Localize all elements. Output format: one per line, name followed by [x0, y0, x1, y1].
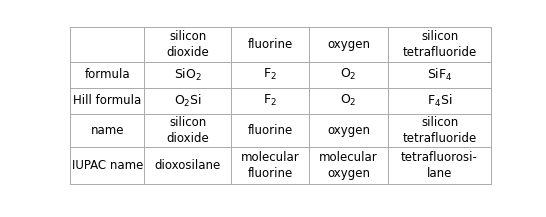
Text: $\mathrm{F_4Si}$: $\mathrm{F_4Si}$: [427, 93, 452, 109]
Text: Hill formula: Hill formula: [73, 94, 141, 107]
Text: $\mathrm{O_2Si}$: $\mathrm{O_2Si}$: [174, 93, 202, 109]
Text: IUPAC name: IUPAC name: [72, 159, 143, 172]
Text: formula: formula: [85, 68, 130, 81]
Text: $\mathrm{F_2}$: $\mathrm{F_2}$: [263, 67, 277, 82]
Text: $\mathrm{F_2}$: $\mathrm{F_2}$: [263, 93, 277, 108]
Text: tetrafluorosi-
lane: tetrafluorosi- lane: [401, 151, 478, 180]
Text: silicon
dioxide: silicon dioxide: [167, 30, 209, 59]
Text: oxygen: oxygen: [327, 124, 370, 137]
Text: fluorine: fluorine: [248, 38, 293, 51]
Text: silicon
tetrafluoride: silicon tetrafluoride: [402, 30, 477, 59]
Text: $\mathrm{O_2}$: $\mathrm{O_2}$: [340, 93, 357, 108]
Text: name: name: [91, 124, 124, 137]
Text: $\mathrm{SiF_4}$: $\mathrm{SiF_4}$: [427, 67, 453, 83]
Text: molecular
fluorine: molecular fluorine: [241, 151, 300, 180]
Text: $\mathrm{SiO_2}$: $\mathrm{SiO_2}$: [174, 67, 202, 83]
Text: silicon
dioxide: silicon dioxide: [167, 116, 209, 145]
Text: fluorine: fluorine: [248, 124, 293, 137]
Text: $\mathrm{O_2}$: $\mathrm{O_2}$: [340, 67, 357, 82]
Text: molecular
oxygen: molecular oxygen: [319, 151, 378, 180]
Text: silicon
tetrafluoride: silicon tetrafluoride: [402, 116, 477, 145]
Text: dioxosilane: dioxosilane: [155, 159, 221, 172]
Text: oxygen: oxygen: [327, 38, 370, 51]
